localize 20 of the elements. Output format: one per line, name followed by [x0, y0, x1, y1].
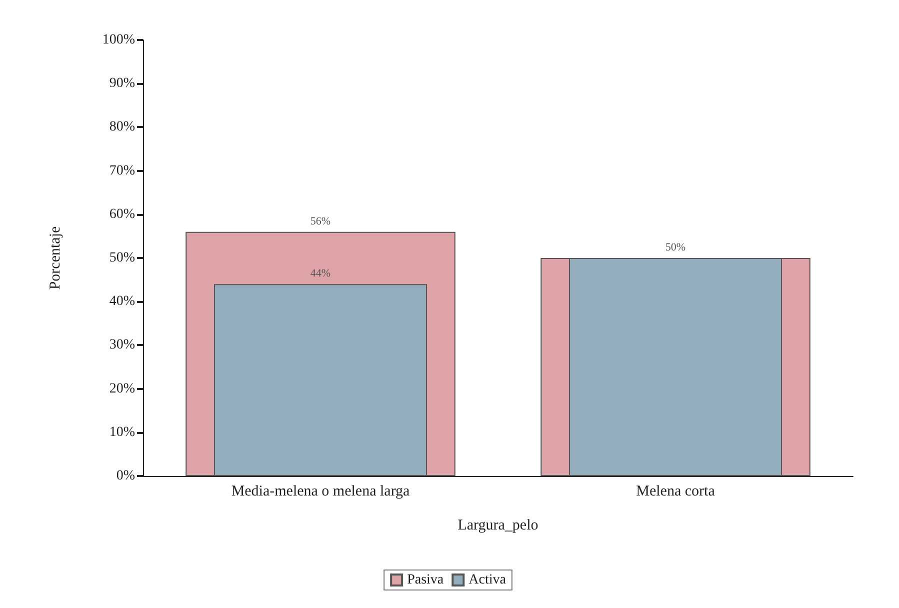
- y-tick-label: 30%: [109, 338, 136, 353]
- y-tick-label: 50%: [109, 250, 136, 266]
- data-label: 50%: [665, 242, 686, 254]
- y-tick-label: 60%: [109, 206, 136, 222]
- x-tick-label: Melena corta: [636, 484, 716, 500]
- x-tick-label: Media-melena o melena larga: [231, 484, 410, 500]
- y-tick-label: 70%: [109, 163, 136, 178]
- y-tick-label: 40%: [109, 294, 136, 310]
- y-tick-label: 20%: [109, 381, 136, 396]
- legend-label: Activa: [468, 572, 507, 588]
- y-tick-label: 80%: [109, 120, 136, 135]
- legend-label: Pasiva: [407, 572, 444, 588]
- y-tick-label: 10%: [109, 424, 136, 440]
- y-tick-label: 90%: [109, 76, 136, 92]
- y-tick-label: 100%: [102, 32, 136, 48]
- y-tick-label: 0%: [116, 468, 136, 484]
- data-label: 44%: [310, 268, 331, 280]
- y-axis-title: Porcentaje: [48, 226, 64, 290]
- x-axis-title: Largura_pelo: [458, 518, 538, 534]
- data-label: 56%: [310, 215, 331, 228]
